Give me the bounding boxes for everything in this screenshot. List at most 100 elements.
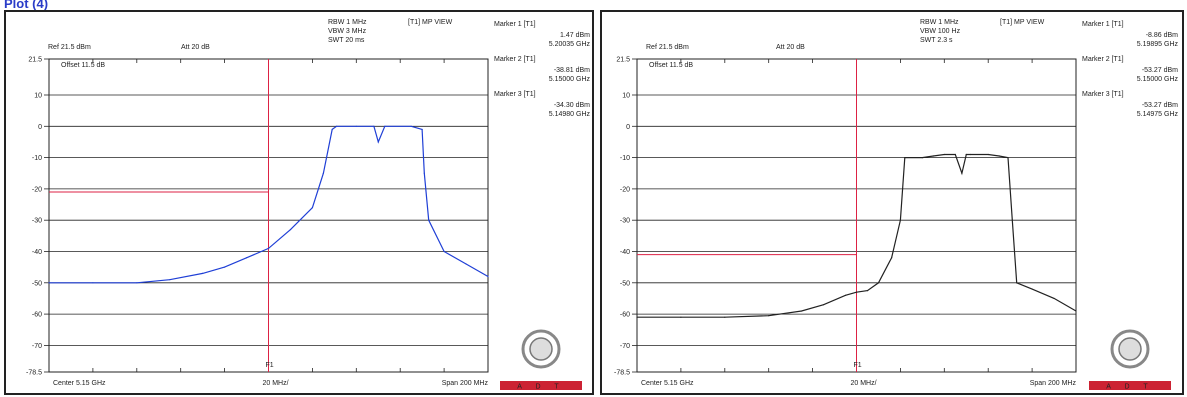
trace-point (966, 154, 967, 155)
y-tick-label: 21.5 (28, 57, 42, 64)
trace-point (268, 248, 269, 249)
trace-point (169, 279, 170, 280)
y-tick-label: -20 (32, 186, 42, 193)
trace-point (373, 126, 374, 127)
trace-point (999, 155, 1000, 156)
trace-point (411, 126, 412, 127)
swt-label: SWT 2.3 s (920, 37, 953, 44)
y-tick-label: -50 (32, 280, 42, 287)
trace-point (845, 295, 846, 296)
trace-point (312, 207, 313, 208)
trace-point (922, 157, 923, 158)
trace-point (944, 154, 945, 155)
chart-panel-right: RBW 1 MHz VBW 100 Hz SWT 2.3 s [T1] MP VIEW… (600, 10, 1184, 395)
y-tick-label: -30 (32, 218, 42, 225)
trace-point (424, 173, 425, 174)
ref-level-label: Ref 21.5 dBm (646, 44, 689, 51)
trace-point (955, 154, 956, 155)
y-tick-label: -10 (32, 155, 42, 162)
trace-point (823, 304, 824, 305)
attenuation-label: Att 20 dB (776, 44, 805, 51)
trace-point (290, 229, 291, 230)
y-tick-label: -60 (32, 312, 42, 319)
y-tick-label: 0 (38, 124, 42, 131)
y-tick-label: -60 (620, 312, 630, 319)
marker-frequency: 5.15000 GHz (1137, 76, 1179, 83)
trace-point (1053, 298, 1054, 299)
trace-point (961, 173, 962, 174)
trace-point (904, 157, 905, 158)
trace-point (246, 257, 247, 258)
trace-point (891, 257, 892, 258)
trace-point (970, 154, 971, 155)
trace-point (92, 282, 93, 283)
marker-level: -38.81 dBm (554, 67, 590, 74)
marker-level: -53.27 dBm (1142, 102, 1178, 109)
marker-label: Marker 1 [T1] (494, 21, 536, 28)
trace-point (801, 310, 802, 311)
trace-point (768, 315, 769, 316)
trace-point (336, 126, 337, 127)
y-tick-label: -30 (620, 218, 630, 225)
offset-label: Offset 11.5 dB (61, 62, 105, 69)
y-tick-label: 10 (34, 92, 42, 99)
trace-point (878, 282, 879, 283)
span-label: Span 200 MHz (1030, 380, 1077, 387)
trace-point (332, 129, 333, 130)
trace-point (48, 282, 49, 283)
marker-label: Marker 2 [T1] (494, 56, 536, 63)
y-tick-label: -20 (620, 186, 630, 193)
y-tick-label: 21.5 (616, 57, 630, 64)
chart-panel-left: RBW 1 MHz VBW 3 MHz SWT 20 ms [T1] MP VIEW R… (4, 10, 594, 395)
division-label: 20 MHz/ (851, 380, 877, 387)
trace-point (1007, 157, 1008, 158)
trace-point (1032, 288, 1033, 289)
trace-point (384, 126, 385, 127)
trace-point (636, 317, 637, 318)
marker-frequency: 5.20035 GHz (549, 41, 591, 48)
trace-point (724, 317, 725, 318)
ref-level-label: Ref 21.5 dBm (48, 44, 91, 51)
y-tick-label: 0 (626, 124, 630, 131)
division-label: 20 MHz/ (263, 380, 289, 387)
trace-point (1075, 310, 1076, 311)
trace-point (856, 292, 857, 293)
adt-badge-text: A D T (1106, 384, 1153, 391)
spectrum-chart-right: RBW 1 MHz VBW 100 Hz SWT 2.3 s [T1] MP VIEW… (602, 12, 1182, 393)
marker-label: Marker 1 [T1] (1082, 21, 1124, 28)
trace-point (867, 290, 868, 291)
swt-label: SWT 20 ms (328, 37, 365, 44)
y-tick-label: -70 (620, 343, 630, 350)
rbw-label: RBW 1 MHz (328, 19, 367, 26)
marker-label: Marker 3 [T1] (1082, 91, 1124, 98)
y-tick-label: -50 (620, 280, 630, 287)
marker-frequency: 5.14975 GHz (1137, 111, 1179, 118)
marker-level: -53.27 dBm (1142, 67, 1178, 74)
span-label: Span 200 MHz (442, 380, 489, 387)
certification-seal-inner (1119, 338, 1141, 360)
y-tick-label: -78.5 (614, 370, 630, 377)
rbw-label: RBW 1 MHz (920, 19, 959, 26)
certification-seal-inner (530, 338, 552, 360)
attenuation-label: Att 20 dB (181, 44, 210, 51)
y-tick-label: 10 (622, 92, 630, 99)
marker-level: 1.47 dBm (560, 32, 590, 39)
spectrum-chart-left: RBW 1 MHz VBW 3 MHz SWT 20 ms [T1] MP VIEW R… (6, 12, 592, 393)
mode-label: [T1] MP VIEW (408, 19, 453, 26)
trace-point (422, 129, 423, 130)
marker-label: Marker 3 [T1] (494, 91, 536, 98)
trace-point (988, 154, 989, 155)
trace-point (428, 220, 429, 221)
adt-badge-text: A D T (517, 384, 564, 391)
trace-point (933, 155, 934, 156)
trace-point (1016, 282, 1017, 283)
trace-point (900, 220, 901, 221)
mode-label: [T1] MP VIEW (1000, 19, 1045, 26)
vbw-label: VBW 100 Hz (920, 28, 961, 35)
trace-point (1012, 220, 1013, 221)
y-tick-label: -40 (32, 249, 42, 256)
trace-point (224, 267, 225, 268)
trace-point (444, 251, 445, 252)
trace-point (378, 141, 379, 142)
trace-point (487, 276, 488, 277)
